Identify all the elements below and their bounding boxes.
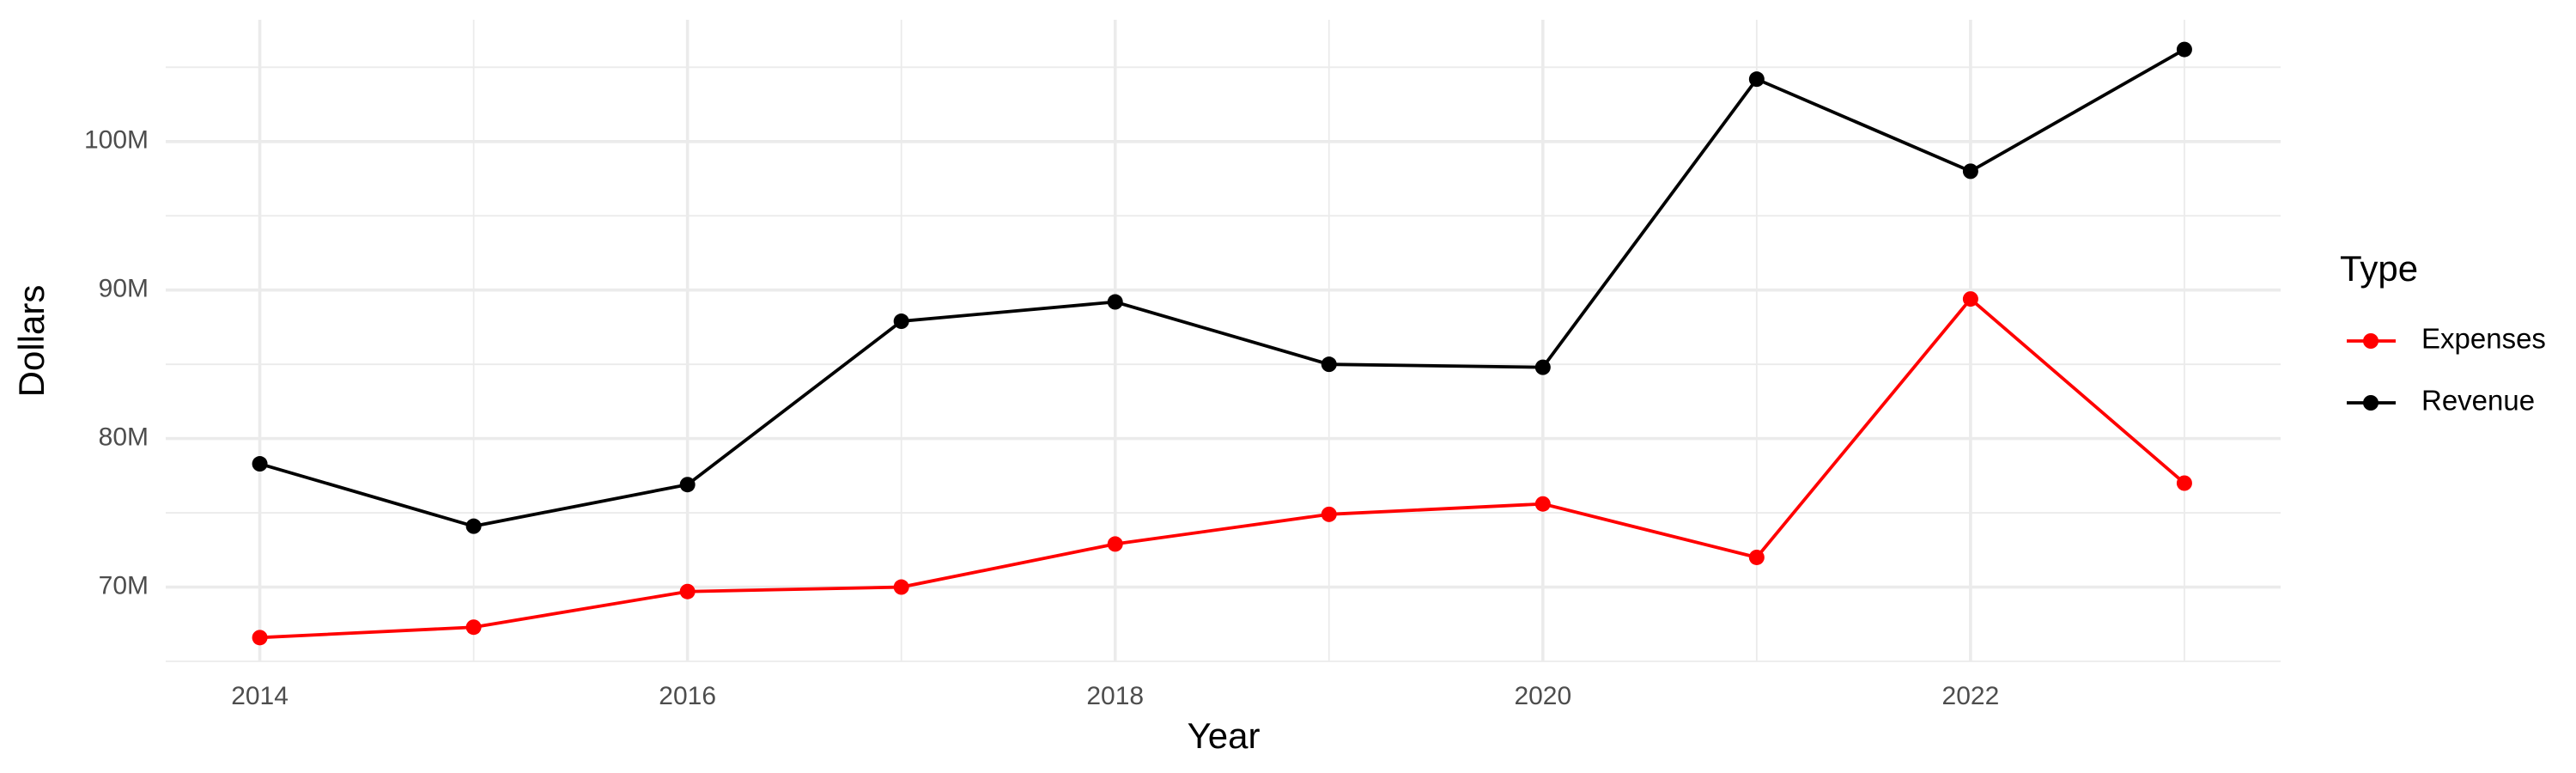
x-tick-label: 2018 xyxy=(1086,682,1144,710)
data-point xyxy=(893,579,909,595)
series-line xyxy=(259,296,2186,640)
y-tick-label: 90M xyxy=(99,275,149,303)
y-tick-label: 80M xyxy=(99,423,149,452)
legend-title: Type xyxy=(2340,248,2418,289)
data-point xyxy=(1321,356,1337,373)
data-point xyxy=(1748,549,1765,565)
data-point xyxy=(679,583,696,600)
legend-label: Revenue xyxy=(2421,385,2535,417)
data-point xyxy=(1321,506,1337,522)
legend-marker xyxy=(2363,395,2379,411)
data-point xyxy=(465,619,482,636)
data-point xyxy=(2176,41,2192,58)
data-point xyxy=(679,477,696,493)
legend-marker xyxy=(2363,333,2379,349)
x-axis-title: Year xyxy=(1188,715,1261,756)
data-point xyxy=(893,313,909,330)
x-tick-label: 2022 xyxy=(1942,682,2000,710)
data-point xyxy=(1107,536,1123,552)
data-point xyxy=(252,456,268,472)
data-point xyxy=(2176,475,2192,491)
y-axis-title: Dollars xyxy=(11,285,52,398)
data-point xyxy=(1107,294,1123,310)
series-line xyxy=(259,47,2185,528)
x-tick-label: 2016 xyxy=(659,682,716,710)
x-tick-label: 2014 xyxy=(231,682,289,710)
data-point xyxy=(1962,291,1978,307)
data-point xyxy=(1748,71,1765,88)
data-point xyxy=(1534,359,1551,375)
grid xyxy=(166,20,2281,662)
y-tick-label: 70M xyxy=(99,571,149,600)
legend-label: Expenses xyxy=(2421,323,2546,355)
data-point xyxy=(252,630,268,646)
data-point xyxy=(1962,163,1978,180)
x-tick-label: 2020 xyxy=(1514,682,1571,710)
data-point xyxy=(465,518,482,534)
data-point xyxy=(1534,496,1551,512)
y-tick-label: 100M xyxy=(84,126,149,155)
